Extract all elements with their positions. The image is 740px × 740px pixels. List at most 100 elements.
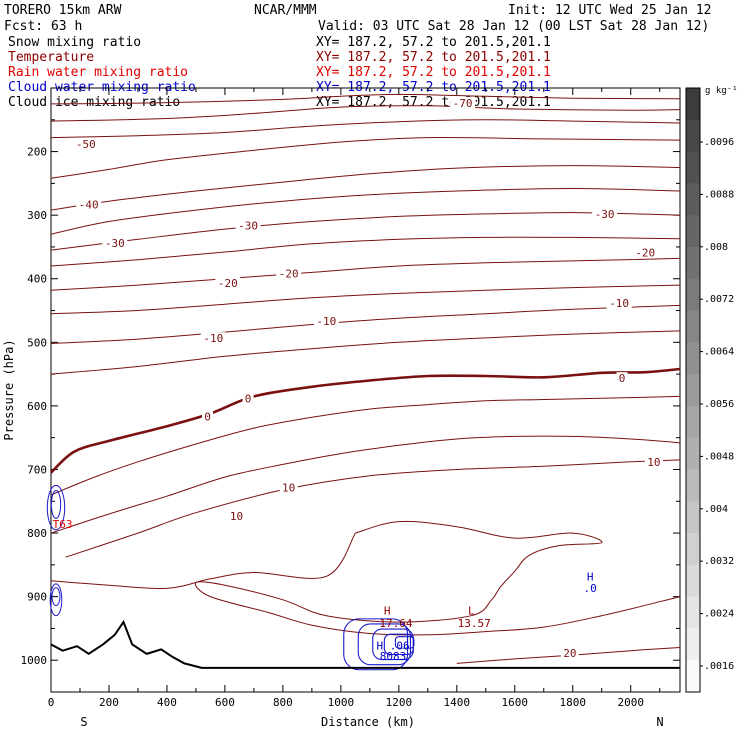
isotherm-label: -20 [279,267,299,280]
isotherm-line [50,165,681,211]
y-tick-label: 1000 [21,654,48,667]
colorbar: .0096 .0088 .008 .0072 .0064 .0056 .0048 .004 .0… [685,87,734,693]
contour-label-bg [76,198,102,211]
isotherm-label: -30 [595,208,615,221]
extremum-label: 8083 [380,650,407,663]
isotherm-line [50,304,681,345]
cloud-water-contour [383,633,414,656]
isotherm-label: 10 [282,482,295,495]
colorbar-tick-label: .0048 [704,451,734,462]
colorbar-swatch [686,437,700,470]
cloud-water-contour [46,484,66,531]
isotherm-label: 0 [619,372,626,385]
isotherm-line [194,520,681,636]
isotherm-line [50,367,681,474]
x-tick-label: 600 [215,696,235,709]
contour-label-bg [279,481,298,494]
isotherm-line [50,284,681,315]
x-end-label-south: S [80,715,87,729]
y-tick-label: 700 [27,463,47,476]
isotherm-label: -20 [218,277,238,290]
x-axis-label: Distance (km) [321,715,415,729]
contour-label-bg [200,332,226,345]
init-time: Init: 12 UTC Wed 25 Jan 12 [508,3,712,18]
colorbar-swatch [686,660,700,693]
extremum-label: .0 [584,582,597,595]
x-tick-label: 1800 [560,696,587,709]
isotherm-label: -10 [203,332,223,345]
terrain-profile [50,619,680,669]
legend-field-name: Temperature [8,50,94,65]
legend-field-name: Snow mixing ratio [8,35,141,50]
cloud-water-contours [46,484,415,671]
isotherm-line [50,236,681,267]
colorbar-swatch [686,628,700,661]
isotherm-line [50,395,681,496]
x-tick-label: 200 [99,696,119,709]
plot-frame [50,87,681,693]
colorbar-tick-label: .0096 [704,137,734,148]
cloud-water-contour [50,489,62,519]
contour-label-bg [450,96,476,109]
y-tick-label: 400 [27,273,47,286]
contour-label-bg [644,456,663,469]
cloud-water-contour [343,618,409,671]
colorbar-swatch [686,215,700,248]
contour-label-bg [202,410,214,423]
colorbar-swatch [686,469,700,502]
cloud-water-contour [394,636,415,649]
y-tick-label: 800 [27,527,47,540]
extremum-label: H .06 [376,639,409,652]
isotherm-label: -20 [635,246,655,259]
legend-field-name: Rain water mixing ratio [8,65,188,80]
isotherm-line [50,187,681,235]
colorbar-tick-label: .0032 [704,556,734,567]
legend-field-xy: XY= 187.2, 57.2 to 201.5,201.1 [316,35,551,50]
x-tick-label: 800 [273,696,293,709]
isotherm-label: -30 [238,220,258,233]
y-tick-label: 900 [27,591,47,604]
isotherm-line [65,459,681,558]
colorbar-tick-label: .004 [704,504,728,515]
colorbar-swatch [686,278,700,312]
isotherm-line [50,435,681,534]
y-tick-label: 500 [27,336,47,349]
extremum-label: H [384,604,391,617]
contour-label-bg [227,510,246,523]
isotherm-line [50,119,681,139]
colorbar-tick-label: .0056 [704,399,734,410]
colorbar-swatch [686,183,700,216]
contour-label-bg [102,236,128,249]
contour-label-bg [313,314,339,327]
colorbar-swatch [686,310,700,343]
center-title: NCAR/MMM [254,3,317,18]
colorbar-unit: g kg⁻¹ [705,86,738,96]
model-title: TORERO 15km ARW [4,3,122,18]
colorbar-tick-label: .0088 [704,189,734,200]
contour-label-bg [73,138,99,151]
isotherm-line [50,330,681,375]
x-end-label-north: N [656,715,663,729]
colorbar-swatch [686,501,700,534]
x-tick-label: 2000 [617,696,644,709]
colorbar-tick-label: .008 [704,242,728,253]
forecast-hour: Fcst: 63 h [4,19,82,34]
colorbar-swatch [686,88,700,121]
isotherm-label: -30 [105,237,125,250]
colorbar-swatch [686,596,700,629]
y-tick-label: 600 [27,400,47,413]
cloud-water-contour [357,623,411,666]
isotherm-label: -10 [316,315,336,328]
isotherm-label: -70 [453,97,473,110]
contour-label-bg [632,246,658,259]
isotherm-label: 10 [230,510,243,523]
extremum-label: 17.64 [379,617,412,630]
colorbar-swatch [686,119,700,153]
colorbar-tick-label: .0024 [704,609,734,620]
colorbar-tick-label: .0016 [704,661,734,672]
contour-label-bg [215,276,241,289]
x-tick-label: 1000 [328,696,355,709]
colorbar-swatch [686,533,700,566]
y-tick-label: 300 [27,209,47,222]
